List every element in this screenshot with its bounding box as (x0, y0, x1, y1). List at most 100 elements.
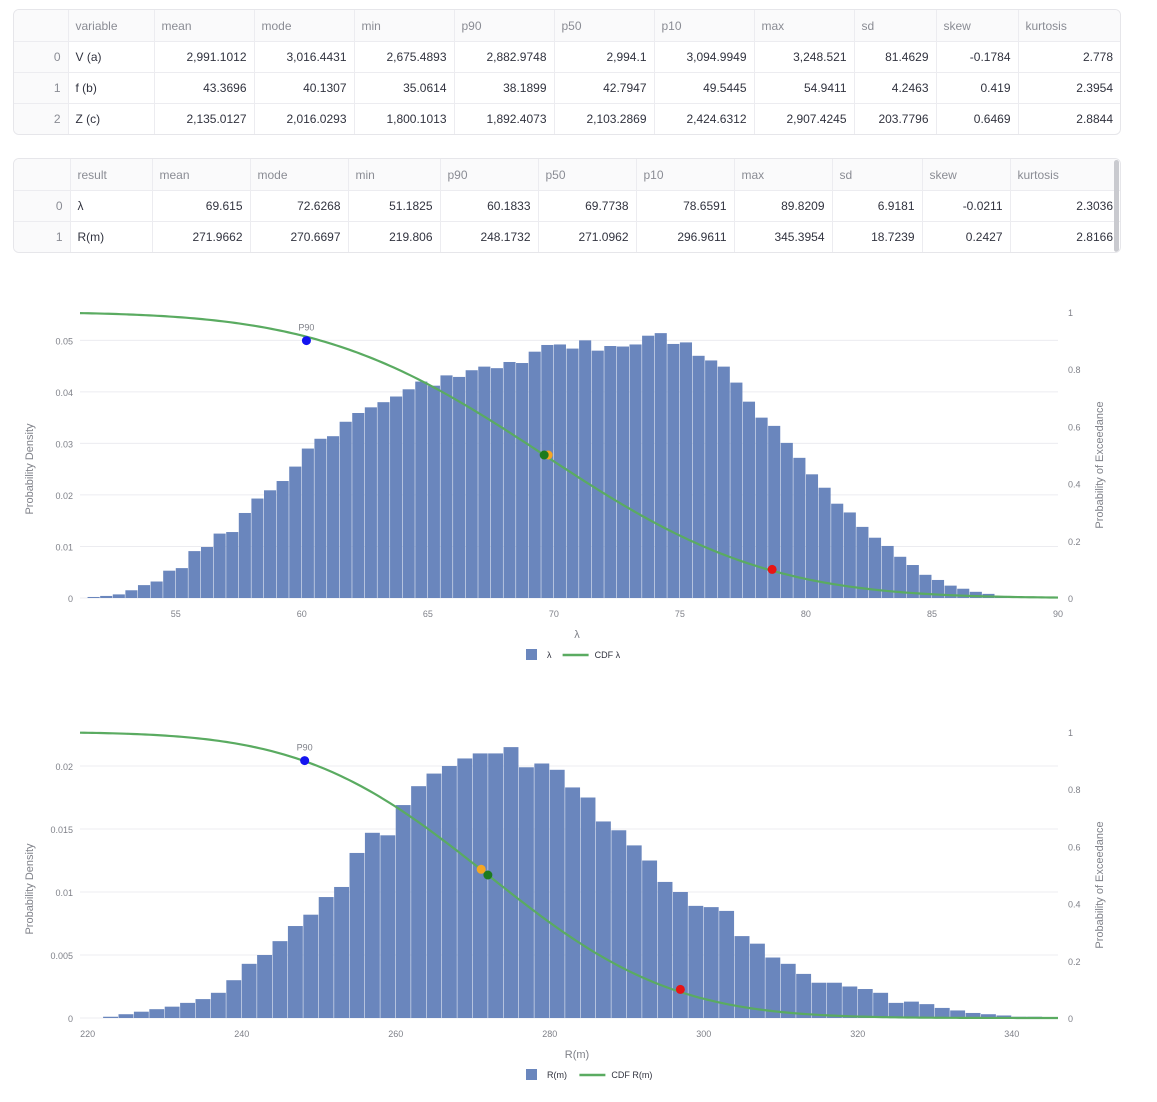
column-header-variable[interactable]: variable (68, 10, 155, 42)
column-header-min[interactable]: min (354, 10, 455, 42)
histogram-bar (125, 590, 138, 598)
x-tick-label: 70 (549, 609, 559, 619)
histogram-bar (805, 474, 819, 598)
column-header-p10[interactable]: p10 (654, 10, 755, 42)
histogram-bar (969, 591, 982, 598)
y-tick-label: 0 (68, 1014, 73, 1024)
histogram-bar (541, 344, 554, 598)
y2-tick-label: 1 (1068, 728, 1073, 738)
column-header-p90[interactable]: p90 (440, 159, 539, 191)
histogram-bar (87, 596, 100, 598)
table-cell: 271.9662 (152, 221, 251, 252)
table-cell: 1,892.4073 (454, 103, 555, 134)
row-index: 0 (14, 41, 69, 73)
y-tick-label: 0.01 (55, 542, 73, 552)
table-row[interactable]: 1 R(m) 271.9662 270.6697 219.806 248.1732 271.… (14, 221, 1120, 252)
histogram-bar (934, 1007, 950, 1018)
histogram-bar (843, 512, 856, 598)
histogram-bar (276, 481, 289, 598)
histogram-bar (426, 773, 442, 1018)
table-cell: 2.8844 (1076, 112, 1113, 126)
index-header (14, 10, 69, 42)
table-cell: 81.4629 (854, 41, 937, 73)
lambda-distribution-chart[interactable]: 0 0.01 0.02 0.03 0.04 0.05 0 0.2 0.4 0.6 0.8 1 55 60 6… (0, 290, 1157, 675)
column-header-max[interactable]: max (734, 159, 833, 191)
inputs-table[interactable]: variable mean mode min p90 p50 p10 max sd skew kur… (13, 9, 1121, 135)
histogram-bar (888, 1002, 904, 1018)
column-header-mean[interactable]: mean (152, 159, 251, 191)
histogram-bar (518, 767, 534, 1018)
x-tick-label: 320 (850, 1029, 865, 1039)
column-header-p10[interactable]: p10 (636, 159, 735, 191)
column-header-skew[interactable]: skew (922, 159, 1011, 191)
histogram-bar (303, 914, 319, 1018)
histogram-bar (626, 845, 642, 1018)
histogram-bar (580, 797, 596, 1018)
x-tick-label: 85 (927, 609, 937, 619)
legend-label: λ (547, 650, 552, 660)
histogram-bar (352, 413, 365, 598)
histogram-bar (780, 442, 793, 598)
y2-tick-label: 0.2 (1068, 957, 1081, 967)
histogram-bar (149, 1009, 165, 1018)
histogram-bar (478, 366, 491, 598)
table-cell: 248.1732 (440, 221, 539, 252)
table-cell: 49.5445 (654, 72, 755, 104)
table-scrollbar[interactable] (1114, 160, 1119, 252)
rm-chart-svg[interactable]: 0 0.005 0.01 0.015 0.02 0 0.2 0.4 0.6 0.8 1 220 240 2… (0, 710, 1157, 1095)
histogram-bar (957, 588, 970, 598)
column-header-kurtosis[interactable]: kurtosis (1010, 159, 1120, 191)
table-row[interactable]: 0 λ 69.615 72.6268 51.1825 60.1833 69.7738 78.6… (14, 190, 1120, 222)
row-index: 1 (14, 72, 69, 104)
legend-swatch-bars (526, 649, 537, 660)
column-header-p50[interactable]: p50 (554, 10, 655, 42)
y-tick-label: 0.02 (55, 491, 73, 501)
rm-distribution-chart[interactable]: 0 0.005 0.01 0.015 0.02 0 0.2 0.4 0.6 0.8 1 220 240 2… (0, 710, 1157, 1095)
results-table[interactable]: result mean mode min p90 p50 p10 max sd skew kurto… (13, 158, 1121, 253)
y-axis-title: Probability Density (24, 423, 36, 515)
y2-tick-label: 0.6 (1068, 422, 1081, 432)
histogram-bar (112, 594, 125, 598)
column-header-skew[interactable]: skew (936, 10, 1019, 42)
x-tick-label: 55 (171, 609, 181, 619)
column-header-mean[interactable]: mean (154, 10, 255, 42)
histogram-bar (472, 753, 488, 1018)
column-header-mode[interactable]: mode (254, 10, 355, 42)
histogram-bar (364, 407, 377, 598)
column-header-p90[interactable]: p90 (454, 10, 555, 42)
y2-axis-title: Probability of Exceedance (1094, 821, 1106, 948)
histogram-bar (919, 574, 932, 598)
table-cell: 2.8166 (1076, 230, 1113, 244)
histogram-bar (616, 346, 629, 598)
table-cell: 3,248.521 (754, 41, 855, 73)
table-cell: 203.7796 (854, 103, 937, 134)
column-header-kurtosis[interactable]: kurtosis (1018, 10, 1120, 42)
table-cell: f (b) (68, 72, 155, 104)
column-header-mode[interactable]: mode (250, 159, 349, 191)
lambda-chart-svg[interactable]: 0 0.01 0.02 0.03 0.04 0.05 0 0.2 0.4 0.6 0.8 1 55 60 6… (0, 290, 1157, 675)
table-cell: 40.1307 (254, 72, 355, 104)
x-tick-label: 300 (696, 1029, 711, 1039)
histogram-bar (873, 992, 889, 1018)
y2-tick-label: 1 (1068, 308, 1073, 318)
table-cell: λ (70, 190, 153, 222)
column-header-min[interactable]: min (348, 159, 441, 191)
histogram-bar (657, 881, 673, 1018)
marker-p50 (476, 864, 486, 874)
y-tick-label: 0.04 (55, 388, 73, 398)
column-header-p50[interactable]: p50 (538, 159, 637, 191)
table-cell: 270.6697 (250, 221, 349, 252)
column-header-result[interactable]: result (70, 159, 153, 191)
histogram-bar (195, 999, 211, 1018)
column-header-sd[interactable]: sd (854, 10, 937, 42)
histogram-bar (742, 401, 756, 598)
column-header-max[interactable]: max (754, 10, 855, 42)
table-cell: 2.778 (1018, 41, 1120, 73)
x-tick-label: 80 (801, 609, 811, 619)
histogram-bar (811, 982, 827, 1018)
column-header-sd[interactable]: sd (832, 159, 923, 191)
y2-tick-label: 0.4 (1068, 480, 1081, 490)
